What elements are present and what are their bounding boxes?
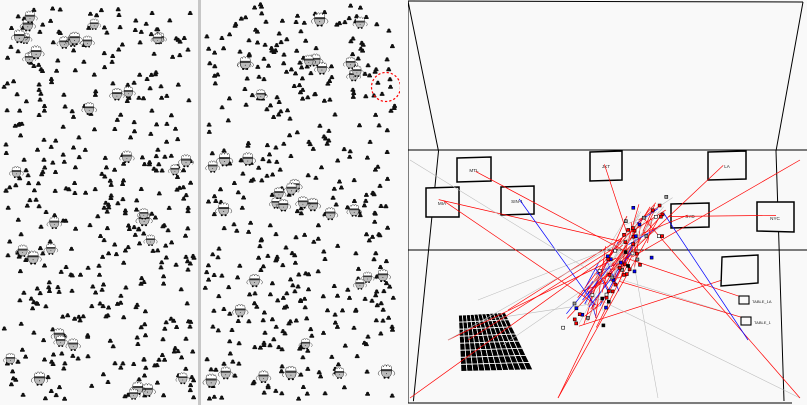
svg-text:TABLE_1: TABLE_1: [754, 320, 772, 325]
svg-text:TABLE_1A: TABLE_1A: [752, 299, 772, 304]
svg-text:LA: LA: [724, 164, 731, 169]
svg-text:NYC: NYC: [770, 216, 780, 221]
svg-text:SIN-1: SIN-1: [511, 199, 523, 204]
svg-text:JKT: JKT: [602, 164, 610, 169]
